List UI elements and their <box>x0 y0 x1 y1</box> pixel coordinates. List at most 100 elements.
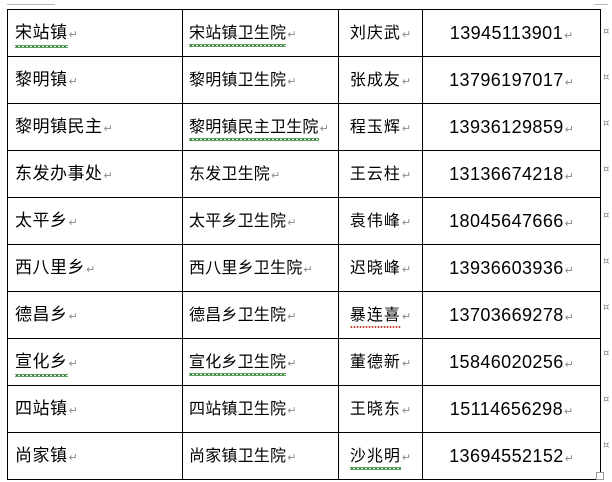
cell-text-person: 程玉辉 <box>349 117 401 136</box>
cell-clinic[interactable]: 四站镇卫生院↵ <box>182 385 339 433</box>
cell-content: 王云柱↵ <box>340 164 422 183</box>
table-row[interactable]: 东发办事处↵ 东发卫生院↵ 王云柱↵ 13136674218↵ <box>7 150 601 198</box>
table-row[interactable]: 太平乡↵ 太平乡卫生院↵ 袁伟峰↵ 18045647666↵ <box>7 197 601 245</box>
cell-person[interactable]: 暴连喜↵ <box>338 291 423 339</box>
cell-text-phone: 18045647666 <box>449 211 564 231</box>
cell-person[interactable]: 王云柱↵ <box>338 150 423 198</box>
cell-town[interactable]: 黎明镇↵ <box>7 56 183 104</box>
paragraph-mark-icon: ↵ <box>68 403 78 417</box>
cell-phone[interactable]: 15114656298↵ <box>422 385 601 433</box>
cell-text-person: 暴连喜 <box>349 305 401 324</box>
table-row[interactable]: 宣化乡↵ 宣化乡卫生院↵ 董德新↵ 15846020256↵ <box>7 338 601 386</box>
paragraph-mark-icon: ↵ <box>564 123 574 136</box>
cell-text-person: 王晓东 <box>349 399 401 418</box>
cell-clinic[interactable]: 宣化乡卫生院↵ <box>182 338 339 386</box>
cell-text-clinic: 黎明镇卫生院 <box>189 70 287 89</box>
cell-content: 13703669278↵ <box>424 305 600 325</box>
paragraph-mark-icon: ↵ <box>103 121 113 135</box>
cell-town[interactable]: 尚家镇↵ <box>7 432 183 480</box>
contacts-table[interactable]: 宋站镇↵ 宋站镇卫生院↵ 刘庆武↵ 13945113901↵ 黎明镇↵ 黎明镇卫生院↵ 张成… <box>7 9 601 480</box>
cell-clinic[interactable]: 尚家镇卫生院↵ <box>182 432 339 480</box>
cell-clinic[interactable]: 黎明镇卫生院↵ <box>182 56 339 104</box>
table-resize-handle[interactable] <box>596 472 604 480</box>
cell-town[interactable]: 东发办事处↵ <box>7 150 183 198</box>
cell-person[interactable]: 张成友↵ <box>338 56 423 104</box>
table-row[interactable]: 黎明镇民主↵ 黎明镇民主卫生院↵ 程玉辉↵ 13936129859↵ <box>7 103 601 151</box>
cell-phone[interactable]: 13796197017↵ <box>422 56 601 104</box>
table-row[interactable]: 尚家镇↵ 尚家镇卫生院↵ 沙兆明↵ 13694552152↵ <box>7 432 601 480</box>
table-row[interactable]: 宋站镇↵ 宋站镇卫生院↵ 刘庆武↵ 13945113901↵ <box>7 9 601 57</box>
cell-content: 袁伟峰↵ <box>340 211 422 230</box>
cell-text-town: 西八里乡 <box>15 257 85 278</box>
cell-clinic[interactable]: 太平乡卫生院↵ <box>182 197 339 245</box>
cell-person[interactable]: 沙兆明↵ <box>338 432 423 480</box>
cell-person[interactable]: 迟晓峰↵ <box>338 244 423 292</box>
paragraph-mark-icon: ↵ <box>287 404 297 417</box>
paragraph-mark-icon: ↵ <box>564 170 574 183</box>
cell-content: 太平乡卫生院↵ <box>184 213 338 229</box>
paragraph-mark-icon: ↵ <box>287 310 297 323</box>
paragraph-mark-icon: ↵ <box>287 75 297 88</box>
cell-clinic[interactable]: 德昌乡卫生院↵ <box>182 291 339 339</box>
cell-text-phone: 13136674218 <box>449 164 564 184</box>
cell-clinic[interactable]: 东发卫生院↵ <box>182 150 339 198</box>
cell-town[interactable]: 德昌乡↵ <box>7 291 183 339</box>
cell-phone[interactable]: 13136674218↵ <box>422 150 601 198</box>
cell-clinic[interactable]: 西八里乡卫生院↵ <box>182 244 339 292</box>
spelling-error-underline: 暴连喜 <box>349 305 401 328</box>
cell-text-town: 黎明镇民主 <box>15 116 103 137</box>
cell-text-phone: 13694552152 <box>449 446 564 466</box>
table-row[interactable]: 四站镇↵ 四站镇卫生院↵ 王晓东↵ 15114656298↵ <box>7 385 601 433</box>
cell-content: 刘庆武↵ <box>340 23 422 42</box>
cell-town[interactable]: 四站镇↵ <box>7 385 183 433</box>
cell-phone[interactable]: 13703669278↵ <box>422 291 601 339</box>
cell-text-clinic: 四站镇卫生院 <box>189 399 287 418</box>
cell-clinic[interactable]: 黎明镇民主卫生院↵ <box>182 103 339 151</box>
table-row[interactable]: 西八里乡↵ 西八里乡卫生院↵ 迟晓峰↵ 13936603936↵ <box>7 244 601 292</box>
cell-text-phone: 13796197017 <box>449 70 564 90</box>
cell-content: 黎明镇民主↵ <box>9 116 182 137</box>
cell-text-phone: 13703669278 <box>449 305 564 325</box>
cell-town[interactable]: 西八里乡↵ <box>7 244 183 292</box>
cell-person[interactable]: 程玉辉↵ <box>338 103 423 151</box>
cell-content: 沙兆明↵ <box>340 448 422 470</box>
cell-person[interactable]: 王晓东↵ <box>338 385 423 433</box>
paragraph-mark-icon: ↵ <box>319 122 329 135</box>
paragraph-mark-icon: ↵ <box>68 74 78 88</box>
cell-town[interactable]: 宋站镇↵ <box>7 9 183 57</box>
cell-content: 宋站镇卫生院↵ <box>184 25 338 47</box>
cell-text-phone: 13936603936 <box>449 258 564 278</box>
cell-text-town: 太平乡 <box>15 210 68 231</box>
cell-content: 王晓东↵ <box>340 399 422 418</box>
cell-content: 董德新↵ <box>340 352 422 371</box>
cell-phone[interactable]: 13694552152↵ <box>422 432 601 480</box>
cell-text-phone: 15114656298 <box>449 399 563 419</box>
cell-town[interactable]: 宣化乡↵ <box>7 338 183 386</box>
cell-person[interactable]: 袁伟峰↵ <box>338 197 423 245</box>
cell-text-person: 王云柱 <box>349 164 401 183</box>
cell-text-clinic: 尚家镇卫生院 <box>189 446 287 465</box>
end-of-row-mark-icon: ¤ <box>603 164 610 175</box>
cell-clinic[interactable]: 宋站镇卫生院↵ <box>182 9 339 57</box>
cell-phone[interactable]: 13945113901↵ <box>422 9 601 57</box>
cell-phone[interactable]: 13936129859↵ <box>422 103 601 151</box>
cell-text-person: 刘庆武 <box>349 23 401 42</box>
cell-text-person: 董德新 <box>349 352 401 371</box>
paragraph-mark-icon: ↵ <box>68 450 78 464</box>
cell-person[interactable]: 刘庆武↵ <box>338 9 423 57</box>
cell-phone[interactable]: 15846020256↵ <box>422 338 601 386</box>
table-row[interactable]: 德昌乡↵ 德昌乡卫生院↵ 暴连喜↵ 13703669278↵ <box>7 291 601 339</box>
cell-town[interactable]: 太平乡↵ <box>7 197 183 245</box>
cell-town[interactable]: 黎明镇民主↵ <box>7 103 183 151</box>
cell-content: 13796197017↵ <box>424 70 600 90</box>
cell-text-clinic: 西八里乡卫生院 <box>189 258 303 277</box>
cell-text-phone: 13945113901 <box>449 23 563 43</box>
table-row[interactable]: 黎明镇↵ 黎明镇卫生院↵ 张成友↵ 13796197017↵ <box>7 56 601 104</box>
paragraph-mark-icon: ↵ <box>68 27 78 41</box>
paragraph-mark-icon: ↵ <box>287 451 297 464</box>
cell-person[interactable]: 董德新↵ <box>338 338 423 386</box>
cell-phone[interactable]: 18045647666↵ <box>422 197 601 245</box>
cell-phone[interactable]: 13936603936↵ <box>422 244 601 292</box>
cell-text-person: 袁伟峰 <box>349 211 401 230</box>
cell-content: 东发办事处↵ <box>9 165 182 183</box>
